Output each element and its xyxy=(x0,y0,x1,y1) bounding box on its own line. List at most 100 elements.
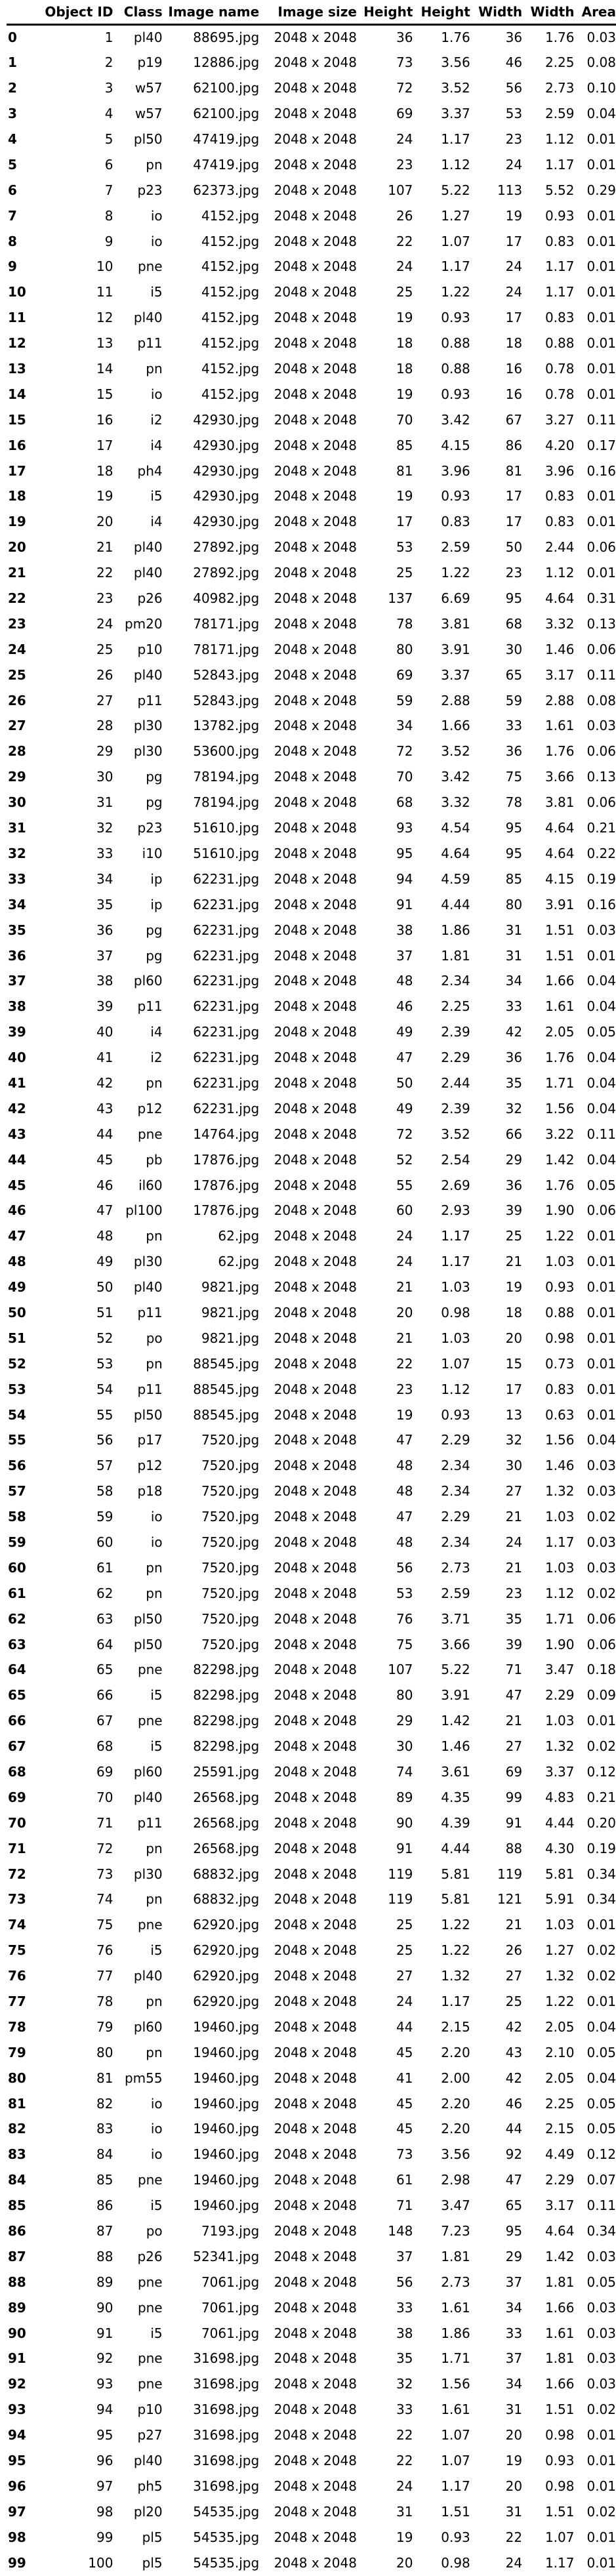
cell-height-pct: 0.93 xyxy=(441,386,470,402)
cell-image-name: 4152.jpg xyxy=(201,386,260,402)
cell-image-name: 62231.jpg xyxy=(193,870,260,887)
cell-width-pct: 1.71 xyxy=(544,1610,575,1627)
cell-width-px: 35 xyxy=(505,1610,523,1627)
cell-height-pct: 2.25 xyxy=(441,998,470,1015)
cell-width-pct: 2.05 xyxy=(544,1024,575,1040)
cell-object-id: 69 xyxy=(96,1764,113,1780)
cell-class: pn xyxy=(146,1993,163,2010)
cell-height-px: 25 xyxy=(396,1917,413,1933)
cell-object-id: 91 xyxy=(96,2325,113,2341)
cell-width-px: 36 xyxy=(505,743,523,760)
cell-height-px: 22 xyxy=(396,233,413,249)
table-row: 55 56 p17 7520.jpg 2048 x 2048 47 2.29 32 1.56 0.… xyxy=(7,1427,616,1453)
cell-height-pct: 3.91 xyxy=(441,641,470,657)
cell-object-id: 7 xyxy=(104,182,113,198)
cell-height-pct: 2.73 xyxy=(441,2274,470,2290)
cell-width-pct: 0.83 xyxy=(544,514,575,530)
cell-height-px: 46 xyxy=(396,998,413,1015)
row-index: 89 xyxy=(8,2299,26,2316)
cell-class: pl60 xyxy=(133,973,163,989)
cell-height-px: 70 xyxy=(396,769,413,785)
cell-class: ip xyxy=(150,896,163,912)
cell-width-pct: 1.90 xyxy=(544,1202,575,1219)
table-row: 26 27 p11 52843.jpg 2048 x 2048 59 2.88 59 2.88 0… xyxy=(7,687,616,713)
cell-height-pct: 1.61 xyxy=(441,2402,470,2418)
cell-image-size: 2048 x 2048 xyxy=(274,2248,357,2264)
cell-height-px: 20 xyxy=(396,1304,413,1320)
cell-class: p11 xyxy=(137,692,163,708)
cell-class: io xyxy=(150,207,163,224)
cell-object-id: 89 xyxy=(96,2274,113,2290)
cell-width-pct: 2.88 xyxy=(544,692,575,708)
cell-height-pct: 1.51 xyxy=(441,2503,470,2520)
cell-width-px: 25 xyxy=(505,1993,523,2010)
cell-area: 0.08 xyxy=(586,692,616,708)
cell-image-name: 62373.jpg xyxy=(193,182,260,198)
cell-object-id: 88 xyxy=(96,2248,113,2264)
cell-height-px: 95 xyxy=(396,845,413,861)
cell-image-name: 62231.jpg xyxy=(193,998,260,1015)
cell-area: 0.02 xyxy=(586,1968,616,1984)
table-row: 9 10 pne 4152.jpg 2048 x 2048 24 1.17 24 1.17 0.0… xyxy=(7,254,616,279)
cell-width-pct: 1.27 xyxy=(544,1942,575,1959)
cell-height-pct: 1.27 xyxy=(441,207,470,224)
cell-width-px: 36 xyxy=(505,1177,523,1193)
cell-area: 0.03 xyxy=(586,718,616,734)
cell-class: pne xyxy=(137,2274,163,2290)
cell-height-px: 26 xyxy=(396,207,413,224)
cell-class: pne xyxy=(137,258,163,275)
table-row: 99 100 pl5 54535.jpg 2048 x 2048 20 0.98 24 1.17… xyxy=(7,2550,616,2575)
cell-area: 0.01 xyxy=(586,1254,616,1270)
cell-width-px: 99 xyxy=(505,1789,523,1805)
table-row: 59 60 io 7520.jpg 2048 x 2048 48 2.34 24 1.17 0.0… xyxy=(7,1530,616,1555)
cell-class: p11 xyxy=(137,1814,163,1831)
cell-image-name: 4152.jpg xyxy=(201,310,260,326)
cell-width-pct: 1.51 xyxy=(544,2402,575,2418)
cell-width-px: 18 xyxy=(505,335,523,352)
header-area: Area xyxy=(574,0,616,26)
cell-image-name: 19460.jpg xyxy=(193,2146,260,2163)
cell-area: 0.11 xyxy=(586,411,616,428)
cell-image-size: 2048 x 2048 xyxy=(274,2198,357,2214)
cell-height-pct: 5.81 xyxy=(441,1891,470,1908)
table-row: 7 8 io 4152.jpg 2048 x 2048 26 1.27 19 0.93 0.01 xyxy=(7,203,616,228)
cell-width-px: 34 xyxy=(505,2376,523,2392)
table-row: 47 48 pn 62.jpg 2048 x 2048 24 1.17 25 1.22 0.01 xyxy=(7,1223,616,1249)
cell-image-name: 51610.jpg xyxy=(193,820,260,836)
cell-width-pct: 0.78 xyxy=(544,386,575,402)
cell-width-pct: 4.83 xyxy=(544,1789,575,1805)
cell-object-id: 79 xyxy=(96,2018,113,2035)
cell-width-pct: 1.32 xyxy=(544,1968,575,1984)
cell-height-px: 38 xyxy=(396,2325,413,2341)
table-row: 66 67 pne 82298.jpg 2048 x 2048 29 1.42 21 1.03 0… xyxy=(7,1708,616,1734)
cell-image-size: 2048 x 2048 xyxy=(274,973,357,989)
cell-height-px: 19 xyxy=(396,1406,413,1423)
cell-object-id: 99 xyxy=(96,2529,113,2545)
cell-height-pct: 1.56 xyxy=(441,2376,470,2392)
cell-object-id: 16 xyxy=(96,411,113,428)
cell-width-px: 19 xyxy=(505,2453,523,2469)
cell-class: i5 xyxy=(150,1942,163,1959)
cell-width-pct: 0.93 xyxy=(544,2453,575,2469)
cell-object-id: 20 xyxy=(96,514,113,530)
cell-area: 0.04 xyxy=(586,1074,616,1091)
header-width-px: Width xyxy=(470,0,523,26)
cell-image-size: 2048 x 2048 xyxy=(274,2095,357,2112)
row-index: 21 xyxy=(8,565,26,581)
table-row: 3 4 w57 62100.jpg 2048 x 2048 69 3.37 53 2.59 0.0… xyxy=(7,101,616,127)
cell-object-id: 5 xyxy=(104,131,113,147)
cell-area: 0.01 xyxy=(586,1228,616,1244)
cell-class: io xyxy=(150,2121,163,2137)
cell-width-px: 24 xyxy=(505,284,523,300)
cell-area: 0.01 xyxy=(586,156,616,173)
table-row: 81 82 io 19460.jpg 2048 x 2048 45 2.20 46 2.25 0.… xyxy=(7,2091,616,2116)
cell-height-px: 19 xyxy=(396,386,413,402)
cell-width-px: 69 xyxy=(505,1764,523,1780)
cell-area: 0.07 xyxy=(586,2172,616,2188)
cell-height-pct: 2.59 xyxy=(441,1585,470,1601)
cell-object-id: 34 xyxy=(96,870,113,887)
cell-class: pl40 xyxy=(133,310,163,326)
cell-area: 0.06 xyxy=(586,794,616,811)
table-row: 19 20 i4 42930.jpg 2048 x 2048 17 0.83 17 0.83 0.… xyxy=(7,509,616,535)
cell-height-px: 76 xyxy=(396,1610,413,1627)
